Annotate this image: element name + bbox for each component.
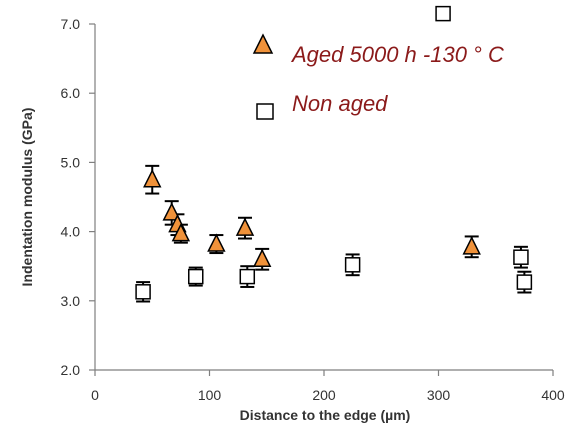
triangle-data-point (207, 233, 226, 252)
y-tick-label: 6.0 (61, 85, 81, 101)
x-tick-label: 100 (198, 387, 222, 403)
x-tick-label: 300 (427, 387, 451, 403)
triangle-data-point (143, 169, 162, 188)
triangle-data-point (171, 222, 191, 242)
x-axis-title: Distance to the edge (µm) (240, 407, 411, 423)
square-data-point (135, 284, 151, 300)
square-data-point (516, 274, 533, 290)
square-data-point (344, 257, 361, 273)
y-tick-label: 2.0 (61, 362, 81, 378)
square-data-point (513, 249, 529, 265)
legend: Aged 5000 h -130 ° C Non aged (252, 33, 504, 120)
data-markers (135, 5, 533, 300)
x-tick-label: 400 (541, 387, 565, 403)
axes (94, 24, 553, 371)
legend-label-aged: Aged 5000 h -130 ° C (290, 42, 504, 67)
triangle-data-point (235, 217, 255, 236)
triangle-data-point (462, 236, 481, 255)
y-tick-label: 4.0 (61, 224, 81, 240)
legend-square-marker (256, 103, 274, 120)
square-data-point (188, 268, 204, 285)
x-tick-label: 200 (312, 387, 336, 403)
legend-triangle-marker (252, 33, 274, 54)
y-tick-label: 5.0 (61, 154, 81, 170)
tick-labels: 0 100 200 300 400 2.0 3.0 4.0 5.0 6.0 7.0 (61, 16, 565, 403)
y-axis-title: Indentation modulus (GPa) (19, 108, 35, 287)
square-data-point (239, 268, 256, 285)
tick-marks (89, 23, 554, 376)
triangle-data-point (252, 248, 272, 268)
square-data-point (435, 5, 451, 22)
triangle-data-point (162, 202, 181, 221)
y-tick-label: 7.0 (61, 16, 81, 32)
x-tick-label: 0 (91, 387, 99, 403)
y-tick-label: 3.0 (61, 293, 81, 309)
legend-label-non-aged: Non aged (292, 91, 388, 116)
